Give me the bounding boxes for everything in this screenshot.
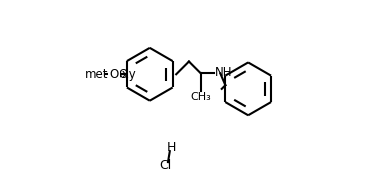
Text: NH: NH xyxy=(214,66,232,79)
Text: Cl: Cl xyxy=(159,159,171,172)
Text: methoxy: methoxy xyxy=(85,68,137,81)
Text: H: H xyxy=(167,141,176,154)
Text: O: O xyxy=(110,68,119,81)
Text: O: O xyxy=(119,68,128,81)
Text: CH₃: CH₃ xyxy=(190,92,211,102)
